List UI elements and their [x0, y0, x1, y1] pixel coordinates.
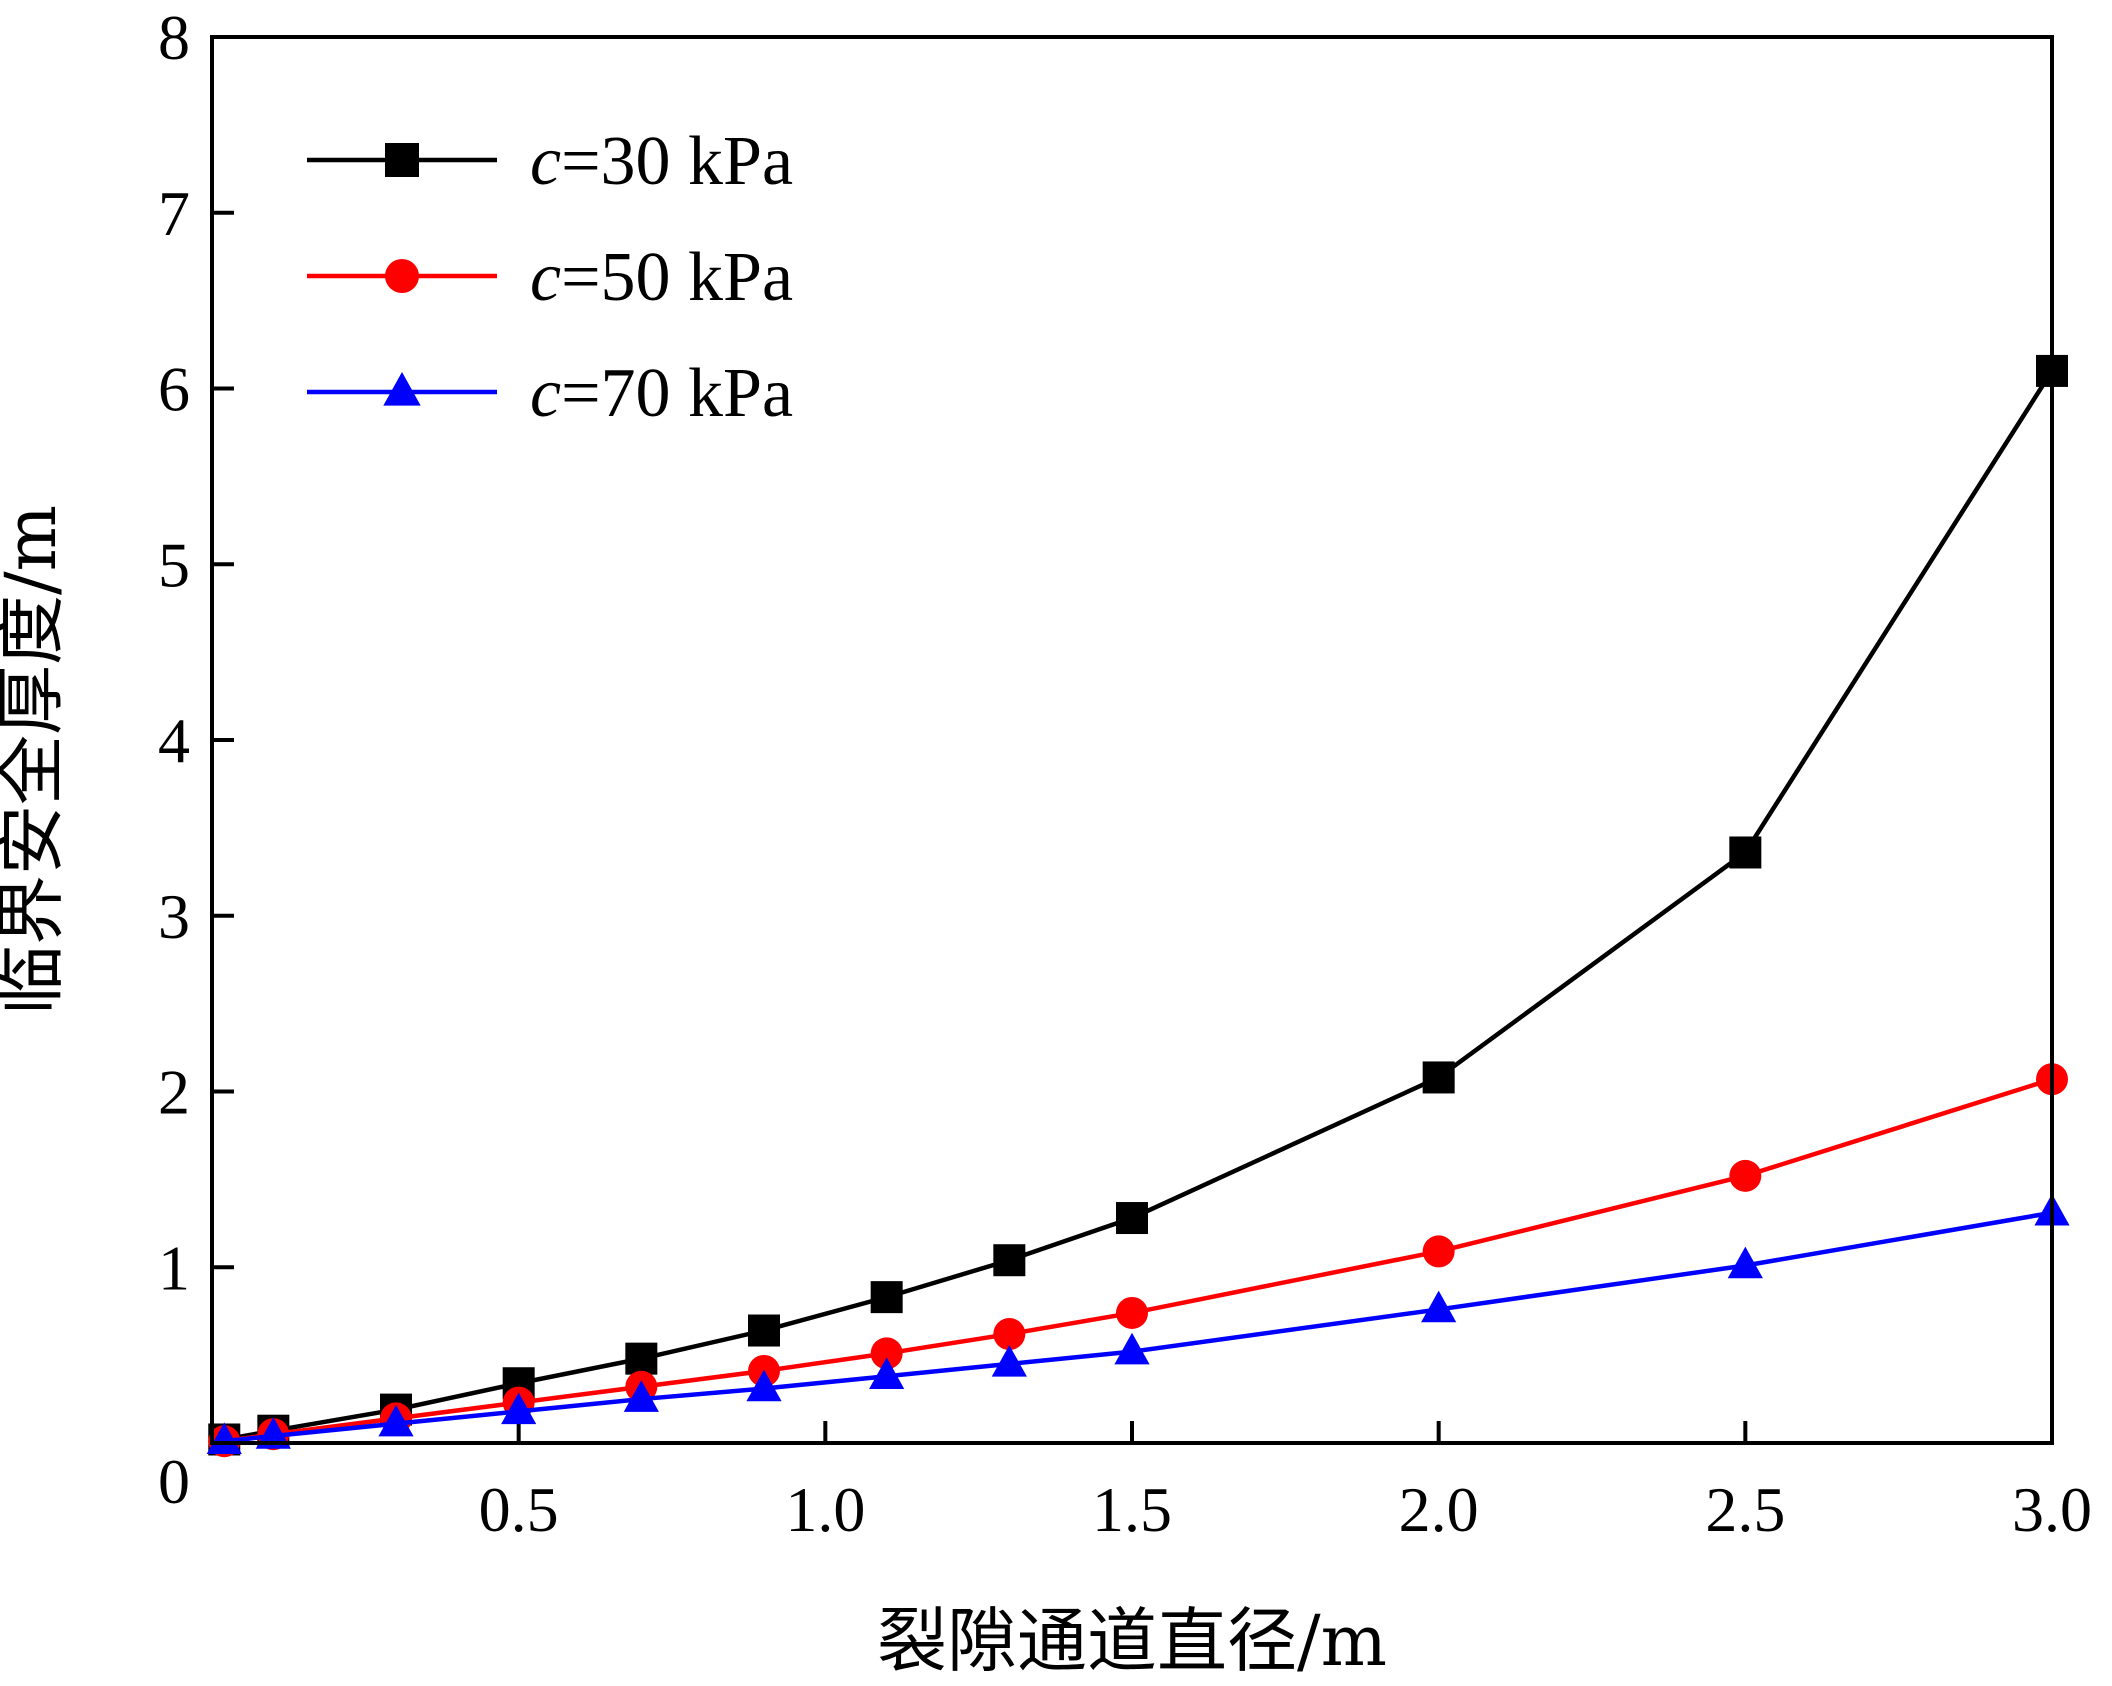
data-point [1114, 1332, 1150, 1365]
x-tick-label: 0.5 [479, 1474, 559, 1545]
data-point [993, 1318, 1026, 1351]
data-point [993, 1244, 1026, 1277]
x-tick-label: 1.5 [1092, 1474, 1172, 1545]
data-point [378, 1404, 414, 1437]
data-point [1422, 1235, 1455, 1268]
legend-label: c=50 kPa [530, 239, 793, 316]
data-point [1727, 1246, 1763, 1279]
legend-marker [385, 143, 419, 177]
legend-marker [385, 259, 419, 293]
origin-label: 0 [158, 1446, 190, 1517]
data-point [206, 1422, 242, 1455]
series-line [223, 1077, 2053, 1444]
series-line [223, 369, 2054, 1442]
axis-tick-labels: 0.5 1.0 1.5 2.0 2.5 3.0 1 2 3 4 5 6 7 8 0 [158, 2, 2092, 1545]
x-tick-label: 3.0 [2012, 1474, 2092, 1545]
data-point [1422, 1061, 1455, 1094]
plot-frame [210, 35, 2054, 1445]
data-point [623, 1380, 659, 1412]
legend-label: c=30 kPa [530, 123, 793, 200]
x-tick-label: 2.5 [1705, 1474, 1785, 1545]
legend-label: c=70 kPa [530, 355, 793, 432]
series-1 [208, 354, 2068, 1456]
legend-marker [383, 371, 421, 406]
data-point [1729, 1159, 1762, 1192]
y-axis-title: 临界安全厚度/m [0, 505, 72, 1015]
y-tick-label: 4 [158, 705, 190, 776]
y-tick-label: 7 [158, 178, 190, 249]
data-point [748, 1314, 780, 1347]
series-layer [206, 354, 2070, 1458]
data-point [501, 1392, 537, 1425]
data-point [1116, 1202, 1148, 1235]
legend-item: c=50 kPa [307, 239, 793, 316]
x-axis-title: 裂隙通道直径/m [877, 1600, 1387, 1682]
data-point [746, 1369, 782, 1402]
data-point [625, 1342, 658, 1375]
y-tick-label: 8 [158, 2, 190, 73]
legend: c=30 kPa c=50 kPa c=70 kPa [307, 123, 793, 432]
data-point [869, 1357, 905, 1389]
legend-item: c=30 kPa [307, 123, 793, 200]
series-3 [206, 1193, 2070, 1455]
data-point [255, 1417, 291, 1449]
data-point [870, 1337, 903, 1370]
y-tick-label: 1 [158, 1232, 190, 1303]
series-line [224, 1210, 2053, 1444]
data-point [1116, 1296, 1148, 1329]
y-tick-label: 3 [158, 881, 190, 952]
y-tick-label: 5 [158, 529, 190, 600]
y-tick-label: 6 [158, 354, 190, 425]
x-tick-label: 1.0 [785, 1474, 865, 1545]
data-point [1729, 836, 1762, 869]
y-tick-label: 2 [158, 1057, 190, 1128]
legend-item: c=70 kPa [307, 355, 793, 432]
data-point [1421, 1290, 1457, 1323]
data-point [870, 1281, 903, 1314]
x-tick-label: 2.0 [1399, 1474, 1479, 1545]
data-point [991, 1345, 1027, 1377]
